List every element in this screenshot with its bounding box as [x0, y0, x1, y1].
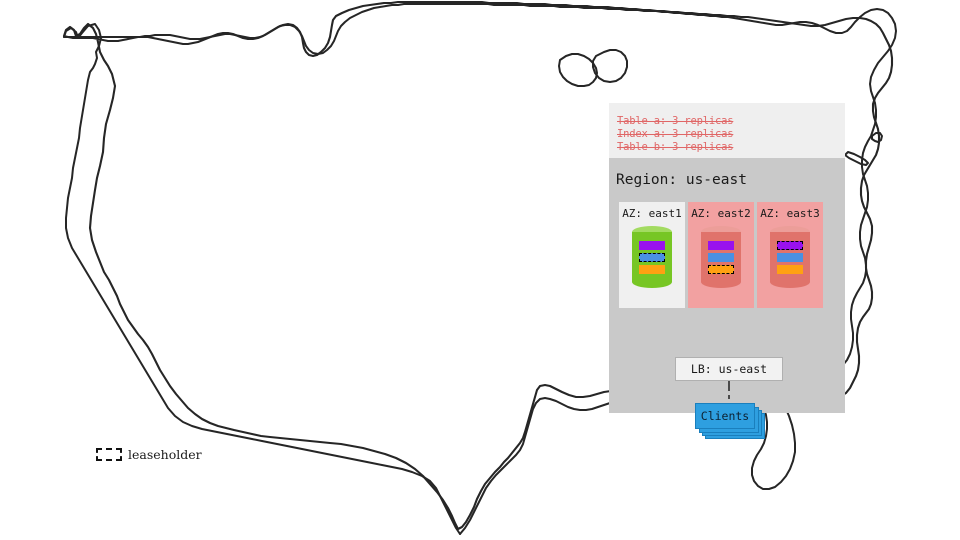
range-table-b-east2-leaseholder	[708, 265, 734, 274]
cylinder-bottom-cap	[701, 276, 741, 288]
range-index-a-east3	[777, 253, 803, 262]
range-table-b-east3	[777, 265, 803, 274]
database-cylinder-east1	[632, 226, 672, 288]
region-container: Region: us-east AZ: east1 AZ: east2	[609, 158, 845, 439]
range-table-a-east1	[639, 241, 665, 250]
range-table-b-east1	[639, 265, 665, 274]
lb-clients-connector	[728, 381, 730, 404]
clients-stack[interactable]: Clients	[695, 403, 765, 439]
us-east-overlay-panel: Table a: 3 replicas Index a: 3 replicas …	[609, 103, 845, 439]
clients-box[interactable]: Clients	[695, 403, 755, 429]
legend-label: leaseholder	[128, 447, 202, 462]
az-box-east1[interactable]: AZ: east1	[619, 202, 685, 308]
replication-line-table-a: Table a: 3 replicas	[617, 115, 734, 127]
az-box-east2[interactable]: AZ: east2	[688, 202, 754, 308]
replication-line-table-b: Table b: 3 replicas	[617, 141, 734, 153]
az-label-east2: AZ: east2	[691, 207, 751, 220]
database-cylinder-east2	[701, 226, 741, 288]
leaseholder-swatch-icon	[96, 448, 122, 461]
region-title: Region: us-east	[616, 172, 747, 188]
cylinder-bottom-cap	[632, 276, 672, 288]
clients-label: Clients	[700, 409, 750, 423]
load-balancer-label: LB: us-east	[690, 362, 768, 376]
az-label-east1: AZ: east1	[622, 207, 682, 220]
load-balancer-box[interactable]: LB: us-east	[675, 357, 783, 381]
az-label-east3: AZ: east3	[760, 207, 820, 220]
legend: leaseholder	[96, 447, 202, 462]
connector-segment	[728, 395, 730, 399]
range-index-a-east2	[708, 253, 734, 262]
replication-summary-banner: Table a: 3 replicas Index a: 3 replicas …	[609, 103, 845, 158]
range-index-a-east1-leaseholder	[639, 253, 665, 262]
az-box-east3[interactable]: AZ: east3	[757, 202, 823, 308]
connector-segment	[728, 381, 730, 391]
replication-line-index-a: Index a: 3 replicas	[617, 128, 734, 140]
cylinder-bottom-cap	[770, 276, 810, 288]
range-table-a-east2	[708, 241, 734, 250]
database-cylinder-east3	[770, 226, 810, 288]
range-table-a-east3-leaseholder	[777, 241, 803, 250]
